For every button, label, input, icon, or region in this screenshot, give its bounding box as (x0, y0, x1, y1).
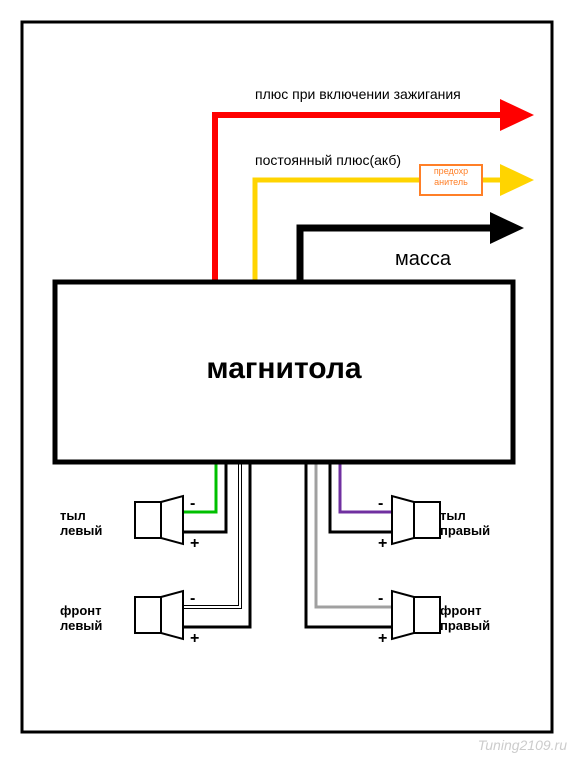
svg-text:-: - (190, 495, 195, 512)
svg-text:-: - (190, 590, 195, 607)
head-unit-label: магнитола (55, 352, 513, 386)
label-rear-right: тылправый (440, 508, 490, 538)
svg-text:+: + (190, 535, 199, 552)
svg-text:+: + (378, 535, 387, 552)
svg-text:-: - (378, 590, 383, 607)
svg-text:-: - (378, 495, 383, 512)
label-front-right: фронтправый (440, 603, 490, 633)
label-battery: постоянный плюс(акб) (255, 152, 401, 168)
diagram-page: - + - + - + - + плюс при включении зажигания по… (0, 0, 575, 757)
label-ground: масса (395, 248, 451, 271)
svg-text:+: + (190, 630, 199, 647)
label-ignition: плюс при включении зажигания (255, 86, 461, 102)
fuse-label: предохранитель (422, 166, 480, 188)
label-rear-left: тыллевый (60, 508, 102, 538)
svg-text:+: + (378, 630, 387, 647)
watermark: Tuning2109.ru (478, 737, 567, 753)
label-front-left: фронтлевый (60, 603, 102, 633)
